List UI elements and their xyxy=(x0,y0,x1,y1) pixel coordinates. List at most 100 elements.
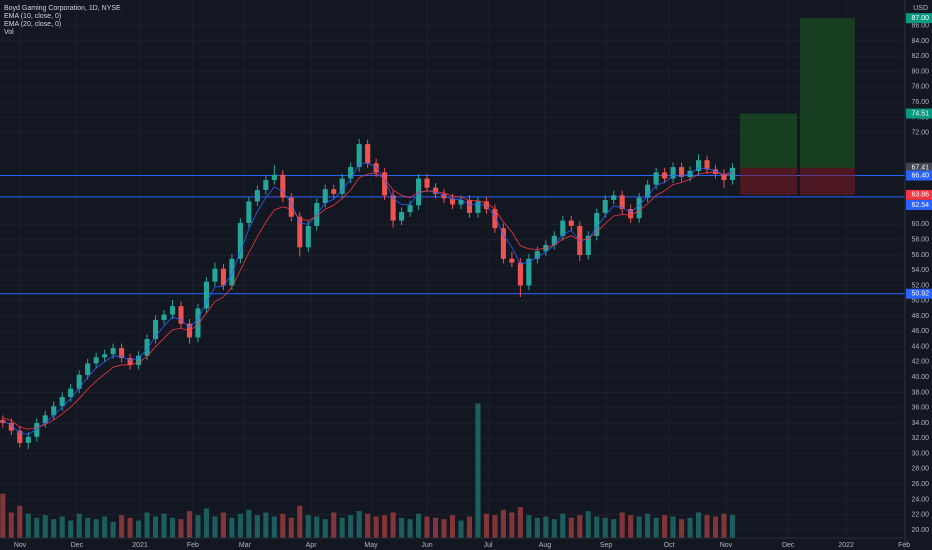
position-target xyxy=(800,18,855,168)
volume-bar xyxy=(645,513,651,538)
ema-line xyxy=(2,162,733,435)
candle-body xyxy=(153,319,159,339)
volume-bar xyxy=(696,512,702,538)
volume-bar xyxy=(628,515,634,538)
candle-body xyxy=(534,251,540,259)
volume-bar xyxy=(331,512,337,538)
candle-body xyxy=(653,172,659,185)
volume-bar xyxy=(220,512,226,538)
candle-body xyxy=(178,306,184,324)
candle-body xyxy=(42,415,48,424)
volume-bar xyxy=(356,511,362,538)
volume-bar xyxy=(509,512,515,538)
y-tick-label: 80.00 xyxy=(911,68,929,75)
y-tick-label: 84.00 xyxy=(911,38,929,45)
candle-body xyxy=(390,195,396,221)
volume-bar xyxy=(382,515,388,538)
volume-bar xyxy=(305,515,311,538)
y-tick-label: 26.00 xyxy=(911,481,929,488)
candle-body xyxy=(509,258,515,263)
volume-bar xyxy=(619,512,625,538)
volume-bar xyxy=(322,519,328,538)
y-tick-label: 24.00 xyxy=(911,496,929,503)
candle-body xyxy=(568,220,574,226)
candle-body xyxy=(34,423,40,437)
volume-bar xyxy=(611,519,617,538)
volume-bar xyxy=(263,512,269,538)
candle-body xyxy=(229,258,235,286)
volume-bar xyxy=(373,516,379,538)
candle-body xyxy=(712,169,719,174)
volume-bar xyxy=(339,517,345,538)
candle-body xyxy=(628,209,634,219)
y-tick-label: 86.00 xyxy=(911,23,929,30)
candle-body xyxy=(365,144,371,164)
candle-body xyxy=(169,306,176,315)
price-label-box xyxy=(906,288,932,299)
candle-body xyxy=(339,178,345,194)
volume-bar xyxy=(136,520,142,538)
legend-entry[interactable]: EMA (20, close, 0) xyxy=(4,21,61,28)
y-tick-label: 72.00 xyxy=(911,130,929,137)
volume-bar xyxy=(729,515,736,538)
candle-body xyxy=(297,216,303,248)
candle-body xyxy=(68,388,74,398)
candle-body xyxy=(441,193,447,199)
candle-body xyxy=(679,167,685,178)
candle-body xyxy=(492,209,498,229)
y-tick-label: 28.00 xyxy=(911,466,929,473)
y-tick-label: 52.00 xyxy=(911,282,929,289)
volume-bar xyxy=(237,513,243,538)
position-stop xyxy=(800,167,855,195)
legend-entry[interactable]: EMA (10, close, 0) xyxy=(4,13,61,20)
price-label: 50.92 xyxy=(911,291,929,298)
volume-bar xyxy=(365,513,371,538)
candle-body xyxy=(76,374,82,389)
candle-body xyxy=(51,406,57,416)
volume-bar xyxy=(534,517,540,538)
legend-entry[interactable]: Vol xyxy=(4,29,14,36)
price-label-box xyxy=(906,108,932,119)
volume-bar xyxy=(59,516,65,538)
volume-bar xyxy=(76,513,82,538)
position-target xyxy=(740,113,797,168)
volume-bar xyxy=(712,516,719,538)
volume-bar xyxy=(670,516,676,538)
volume-bar xyxy=(407,519,413,538)
y-tick-label: 38.00 xyxy=(911,389,929,396)
volume-bar xyxy=(466,516,473,538)
candle-body xyxy=(382,172,388,196)
x-tick-label: Jul xyxy=(484,542,493,549)
candle-body xyxy=(432,187,439,194)
volume-bar xyxy=(517,507,523,538)
candle-body xyxy=(348,167,354,179)
chart-title: Boyd Gaming Corporation, 1D, NYSE xyxy=(4,5,121,12)
volume-bar xyxy=(186,511,193,538)
volume-bar xyxy=(432,517,439,538)
y-tick-label: 50.00 xyxy=(911,298,929,305)
y-tick-label: 78.00 xyxy=(911,84,929,91)
volume-bar xyxy=(271,516,277,538)
y-tick-label: 58.00 xyxy=(911,237,929,244)
volume-bar xyxy=(679,519,685,538)
candle-body xyxy=(662,172,668,179)
volume-bar xyxy=(288,517,294,538)
y-tick-label: 54.00 xyxy=(911,267,929,274)
y-tick-label: 44.00 xyxy=(911,343,929,350)
position-stop xyxy=(740,167,797,195)
volume-bar xyxy=(585,511,591,538)
x-tick-label: Dec xyxy=(71,542,84,549)
volume-bar xyxy=(653,517,659,538)
candle-body xyxy=(254,190,260,202)
volume-bar xyxy=(93,519,99,538)
volume-bar xyxy=(500,509,506,538)
candle-body xyxy=(602,199,608,213)
candle-body xyxy=(17,430,23,443)
candle-body xyxy=(25,436,31,443)
price-label: 63.86 xyxy=(911,192,929,199)
volume-bar xyxy=(119,515,125,538)
y-tick-label: 48.00 xyxy=(911,313,929,320)
price-label: 62.54 xyxy=(911,202,929,209)
volume-bar xyxy=(577,515,583,538)
